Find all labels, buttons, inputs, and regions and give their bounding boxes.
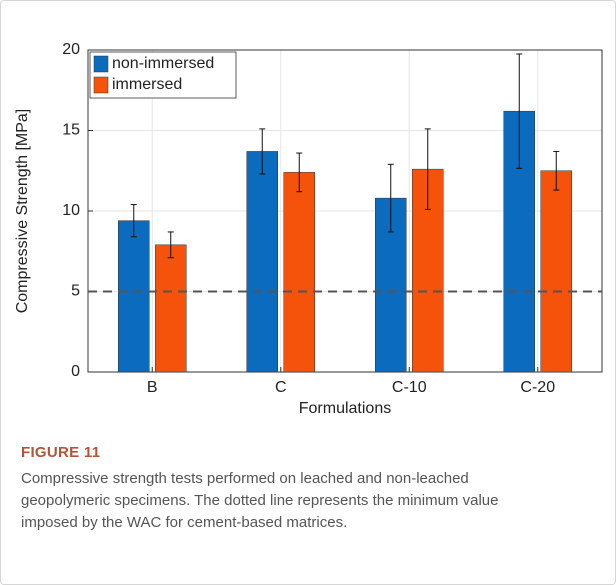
- error-bar: [553, 150, 560, 191]
- error-bar: [130, 204, 137, 238]
- bar: [283, 172, 315, 373]
- chart: Compressive Strength [MPa] Formulations …: [14, 41, 603, 417]
- bar: [540, 170, 572, 373]
- x-axis-label: Formulations: [299, 400, 391, 417]
- error-bar: [424, 128, 431, 210]
- error-bar: [259, 128, 266, 175]
- error-bar: [516, 53, 523, 169]
- y-tick-label: 0: [71, 363, 80, 380]
- bar: [155, 244, 187, 373]
- y-tick-label: 20: [62, 41, 80, 58]
- caption: Compressive strength tests performed on …: [21, 470, 499, 531]
- error-bar: [387, 163, 394, 233]
- y-axis-label: Compressive Strength [MPa]: [14, 109, 31, 314]
- x-tick-label: B: [147, 379, 158, 396]
- y-tick-label: 5: [71, 283, 80, 300]
- bar: [118, 220, 150, 373]
- y-tick-label: 15: [62, 122, 80, 139]
- x-tick-label: C-10: [392, 379, 427, 396]
- legend-swatch: [93, 76, 109, 94]
- error-bar: [167, 231, 174, 259]
- error-bar: [296, 152, 303, 193]
- x-tick-label: C-20: [520, 379, 555, 396]
- legend-box: [89, 51, 237, 99]
- legend-label: immersed: [112, 76, 182, 93]
- y-tick-label: 10: [62, 202, 80, 219]
- legend-swatch: [93, 55, 109, 73]
- figure-label: FIGURE 11: [21, 444, 101, 461]
- legend-label: non-immersed: [112, 55, 214, 72]
- bar: [246, 151, 278, 373]
- plot-frame: [87, 49, 603, 373]
- x-tick-label: C: [275, 379, 287, 396]
